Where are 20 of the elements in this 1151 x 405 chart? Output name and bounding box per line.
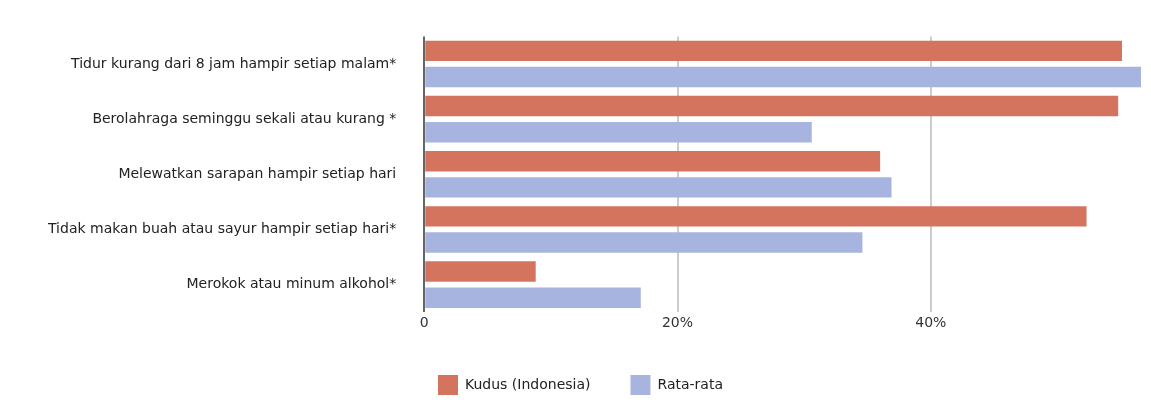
y-tick-label: Tidak makan buah atau sayur hampir setiap hari* bbox=[46, 220, 397, 237]
y-tick-label: Melewatkan sarapan hampir setiap hari bbox=[118, 164, 397, 181]
legend-label: Rata-rata bbox=[657, 375, 724, 392]
bar bbox=[425, 150, 881, 172]
bar bbox=[425, 66, 1141, 88]
y-tick-label: Tidur kurang dari 8 jam hampir setiap malam* bbox=[70, 54, 397, 71]
bar bbox=[425, 177, 892, 198]
y-tick-label: Berolahraga seminggu sekali atau kurang * bbox=[92, 109, 397, 126]
y-tick-label: Merokok atau minum alkohol* bbox=[186, 275, 397, 292]
bar bbox=[425, 261, 536, 282]
bar bbox=[425, 232, 863, 253]
bar bbox=[425, 40, 1123, 62]
legend-label: Kudus (Indonesia) bbox=[465, 375, 591, 392]
x-tick-label: 0 bbox=[419, 314, 429, 331]
x-tick-label: 40% bbox=[915, 314, 947, 331]
bar bbox=[425, 287, 641, 308]
bar bbox=[425, 206, 1087, 227]
bar bbox=[425, 122, 812, 143]
x-tick-label: 20% bbox=[661, 314, 694, 331]
bar bbox=[425, 95, 1119, 117]
